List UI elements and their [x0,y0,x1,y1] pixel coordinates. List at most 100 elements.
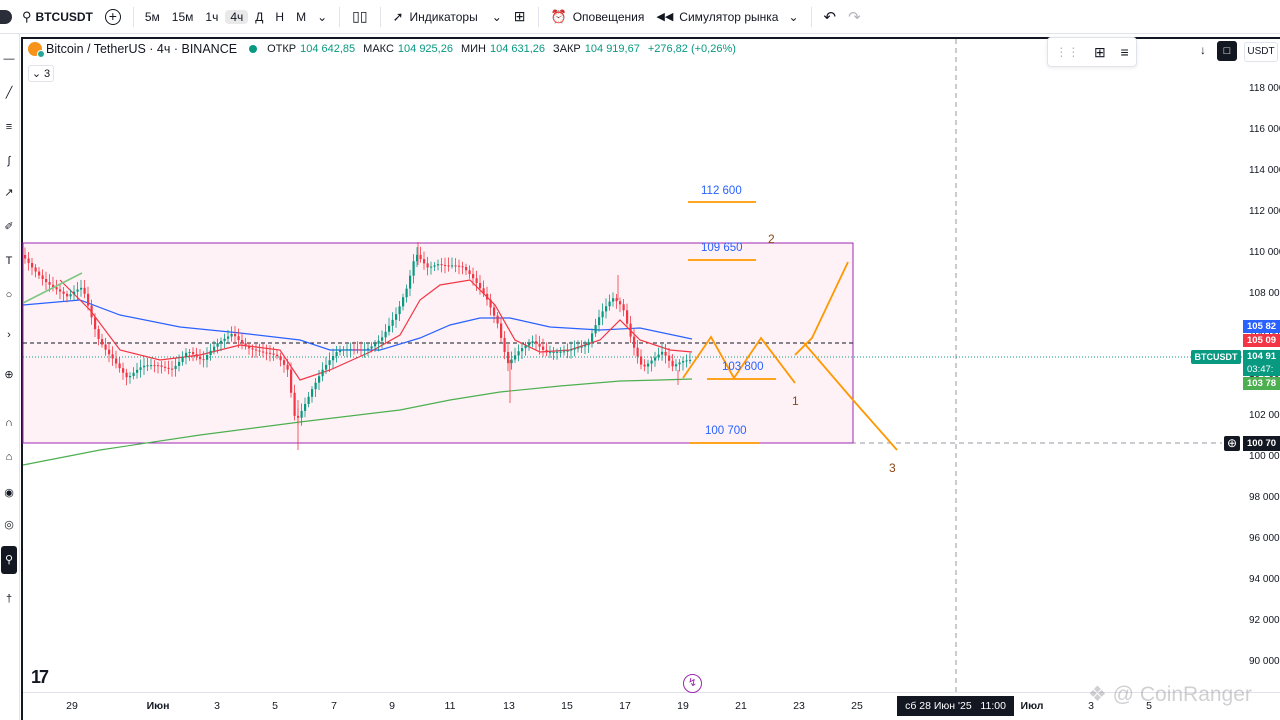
projection-wave-up[interactable] [794,261,849,356]
crosshair-tool-icon[interactable]: — [3,53,15,65]
watermark: ❖ @ CoinRanger [1088,682,1252,707]
prediction-tool-icon[interactable]: ↗ [4,187,14,199]
currency-button[interactable]: USDT [1244,42,1278,62]
price-tick: 96 000 [1249,532,1280,544]
timeframe-6[interactable]: М [296,9,307,24]
moving-average-slow[interactable] [22,378,693,466]
candle-body [503,337,506,352]
magnet-tool-icon[interactable]: ∩ [5,417,13,429]
candle-body [251,348,254,350]
scroll-down-button[interactable]: ↓ [1200,43,1206,57]
level-label-100700[interactable]: 100 700 [705,425,747,437]
trash-tool-icon[interactable]: † [5,593,13,605]
candle-body [552,352,555,354]
price-tick: 112 000 [1249,205,1280,217]
chevron-down-icon: ⌄ [31,68,42,80]
alerts-button[interactable]: ⏰ Оповещения [545,4,651,30]
legend-close-key: ЗАКР [553,43,581,55]
price-tick: 110 000 [1249,246,1280,258]
price-tick: 92 000 [1249,614,1280,626]
zoom-tool-icon[interactable]: ⊕ [4,369,14,381]
candle-body [314,382,317,390]
ma-slow-line[interactable] [22,378,693,466]
wave-label-3[interactable]: 3 [889,461,896,475]
drag-handle-icon[interactable]: ⋮⋮ [1055,45,1080,59]
symbol-search[interactable]: ⚲ BTCUSDT [0,4,99,30]
undo-icon: ↶ [823,8,837,26]
legend-low-key: МИН [460,43,486,55]
projection-wave-down[interactable] [803,342,898,451]
tradingview-logo-icon[interactable]: 17 [31,667,49,687]
text-tool-icon[interactable]: T [5,255,13,267]
level-label-103800[interactable]: 103 800 [722,361,764,373]
candle-body [496,315,499,324]
undo-button[interactable]: ↶ [818,4,843,30]
indicators-button[interactable]: ➚ Индикаторы ⌄ [387,4,508,30]
indicators-collapse-button[interactable]: ⌄ 3 [28,65,54,82]
replay-button[interactable]: ◀◀ Симулятор рынка ⌄ [650,4,804,30]
timeframe-more-button[interactable]: ⌄ [311,4,333,30]
candle-body [640,356,643,365]
hide-tool-icon[interactable]: ◉ [4,487,14,499]
pattern2-tool-icon[interactable]: ○ [5,289,13,301]
candle-body [472,274,475,279]
active-tool-icon[interactable]: ⚲ [1,546,17,574]
timeframe-1[interactable]: 15м [171,9,194,24]
candle-body [636,347,639,357]
time-tick: 21 [735,700,747,712]
ruler-tool-icon[interactable]: › [7,329,11,341]
candle-body [608,301,611,307]
candle-body [38,271,41,276]
lock-tool-icon[interactable]: ⌂ [5,451,13,463]
legend-open: 104 642,85 [300,43,356,55]
green-trendline[interactable] [22,272,83,304]
compare-button[interactable]: + [99,4,127,30]
candle-body [150,365,153,367]
indicators-icon: ➚ [392,8,404,24]
level-label-112600[interactable]: 112 600 [701,185,742,197]
timeframe-2[interactable]: 1ч [205,9,219,24]
price-tick: 114 000 [1249,164,1280,176]
wave-label-1[interactable]: 1 [792,394,799,408]
candle-body [559,351,562,353]
redo-button[interactable]: ↷ [842,4,867,30]
chevron-down-icon: ⌄ [317,9,328,24]
timeframe-0[interactable]: 5м [144,9,160,24]
candle-body [451,265,454,267]
candle-body [465,266,468,271]
moving-average-mid[interactable] [22,299,693,351]
wave-label-2[interactable]: 2 [768,232,775,246]
timeframe-4[interactable]: Д [255,9,264,24]
ma-mid-line[interactable] [22,299,693,351]
timeframe-5[interactable]: Н [275,9,285,24]
lightning-icon[interactable]: ↯ [683,674,702,693]
settings-sliders-icon[interactable]: ⊞ [1094,43,1106,60]
candle-body [360,349,363,351]
menu-lines-icon[interactable]: ≡ [1120,44,1129,60]
fullscreen-button[interactable]: □ [1217,41,1237,61]
candle-body [423,259,426,264]
chart-pane[interactable] [21,37,1280,720]
candle-body [353,349,356,351]
chart-type-button[interactable]: ▯▯ [346,4,373,30]
level-label-109650[interactable]: 109 650 [701,242,743,254]
pattern-tool-icon[interactable]: ∫ [7,155,11,167]
legend-close: 104 919,67 [584,43,640,55]
eye-tool-icon[interactable]: ◎ [4,519,14,531]
candles-group[interactable] [24,242,692,450]
crosshair-add-button[interactable]: ⊕ [1224,436,1240,451]
candle-body [524,345,527,349]
brush-tool-icon[interactable]: ✐ [4,221,14,233]
templates-button[interactable]: ⊞ [508,4,532,30]
timeframe-3[interactable]: 4ч [225,9,249,24]
candle-body [374,343,377,347]
time-tick: Июл [1020,700,1044,712]
price-tick: 90 000 [1249,655,1280,667]
trendline-tool-icon[interactable]: ╱ [5,87,13,99]
legend-title[interactable]: Bitcoin / TetherUS · 4ч · BINANCE [46,42,238,56]
projection-path[interactable] [682,335,796,384]
fib-tool-icon[interactable]: ≡ [5,121,13,133]
candle-body [664,351,667,356]
candle-body [171,368,174,370]
